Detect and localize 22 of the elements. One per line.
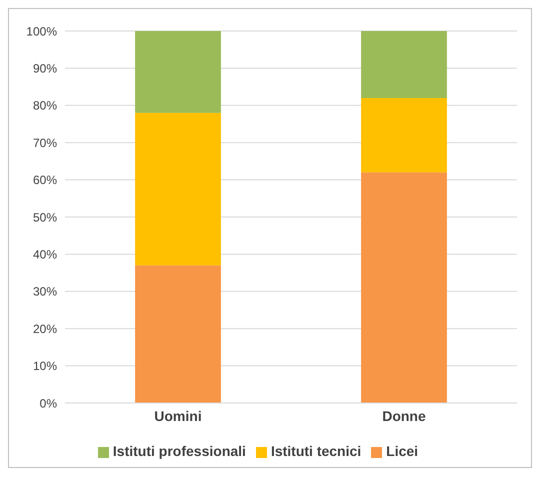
y-tick-label: 0% xyxy=(40,396,58,410)
legend-label: Istituti professionali xyxy=(112,443,246,459)
x-tick-label: Uomini xyxy=(154,408,202,424)
y-tick-label: 50% xyxy=(32,210,58,224)
bar xyxy=(135,31,221,113)
bar xyxy=(361,98,447,172)
bar xyxy=(361,31,447,98)
y-tick-label: 100% xyxy=(26,24,58,38)
y-tick-label: 60% xyxy=(32,173,58,188)
y-tick-label: 10% xyxy=(32,359,58,374)
bar xyxy=(135,112,221,266)
bar xyxy=(135,265,221,403)
y-tick-label: 20% xyxy=(32,322,58,336)
y-tick-label: 30% xyxy=(32,284,58,299)
x-tick-label: Donne xyxy=(382,408,426,424)
y-tick-label: 40% xyxy=(32,247,58,262)
y-tick-label: 70% xyxy=(32,136,58,150)
y-tick-label: 80% xyxy=(32,98,58,113)
legend-label: Licei xyxy=(386,443,418,459)
legend-label: Istituti tecnici xyxy=(270,443,362,459)
y-tick-label: 90% xyxy=(32,61,58,76)
bar xyxy=(361,172,447,403)
